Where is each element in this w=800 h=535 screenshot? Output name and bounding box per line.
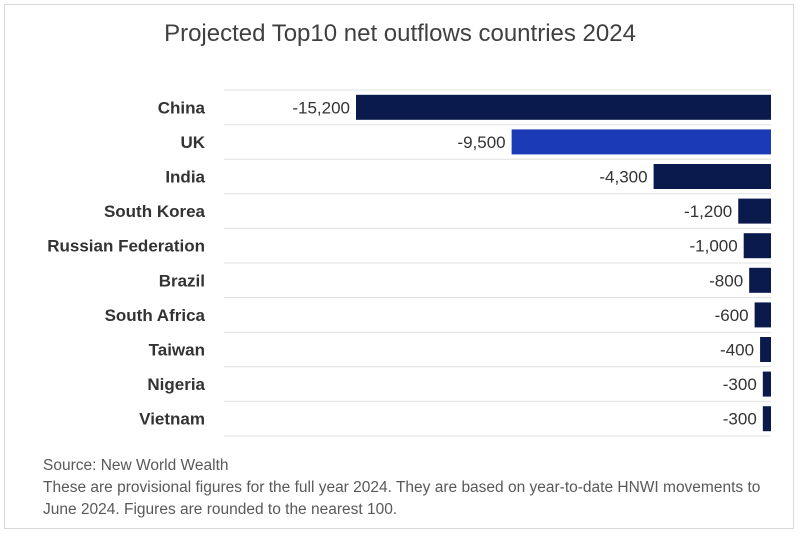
chart-frame (4, 4, 794, 529)
category-label: India (165, 168, 205, 187)
chart-title: Projected Top10 net outflows countries 2… (164, 20, 636, 47)
category-label: South Africa (105, 306, 206, 325)
category-label: UK (180, 133, 205, 152)
data-label: -300 (723, 410, 757, 429)
category-label: Nigeria (147, 375, 205, 394)
bar (760, 337, 771, 362)
bar (754, 302, 771, 328)
bar (749, 267, 771, 293)
data-label: -9,500 (457, 133, 505, 152)
bar (762, 406, 771, 432)
data-label: -1,000 (689, 237, 737, 256)
bar (762, 371, 771, 397)
bar (511, 129, 771, 155)
category-label: South Korea (104, 202, 206, 221)
source-note: Source: New World Wealth (43, 457, 229, 474)
bar (653, 164, 771, 189)
data-label: -800 (709, 271, 743, 290)
data-label: -15,200 (292, 98, 350, 117)
data-label: -600 (715, 306, 749, 325)
data-label: -4,300 (599, 168, 647, 187)
bar-chart: China -15,200 UK -9,500 India -4,300 South Kor… (47, 89, 771, 437)
data-label: -400 (720, 341, 754, 360)
category-label: Russian Federation (47, 237, 205, 256)
data-label: -300 (723, 375, 757, 394)
footnote: These are provisional figures for the fu… (43, 479, 761, 518)
category-label: Vietnam (139, 410, 205, 429)
bar (743, 233, 771, 259)
category-label: China (158, 98, 206, 117)
bar (738, 198, 771, 224)
category-label: Brazil (159, 271, 205, 290)
category-label: Taiwan (149, 341, 205, 360)
data-label: -1,200 (684, 202, 732, 221)
bar (356, 94, 771, 120)
